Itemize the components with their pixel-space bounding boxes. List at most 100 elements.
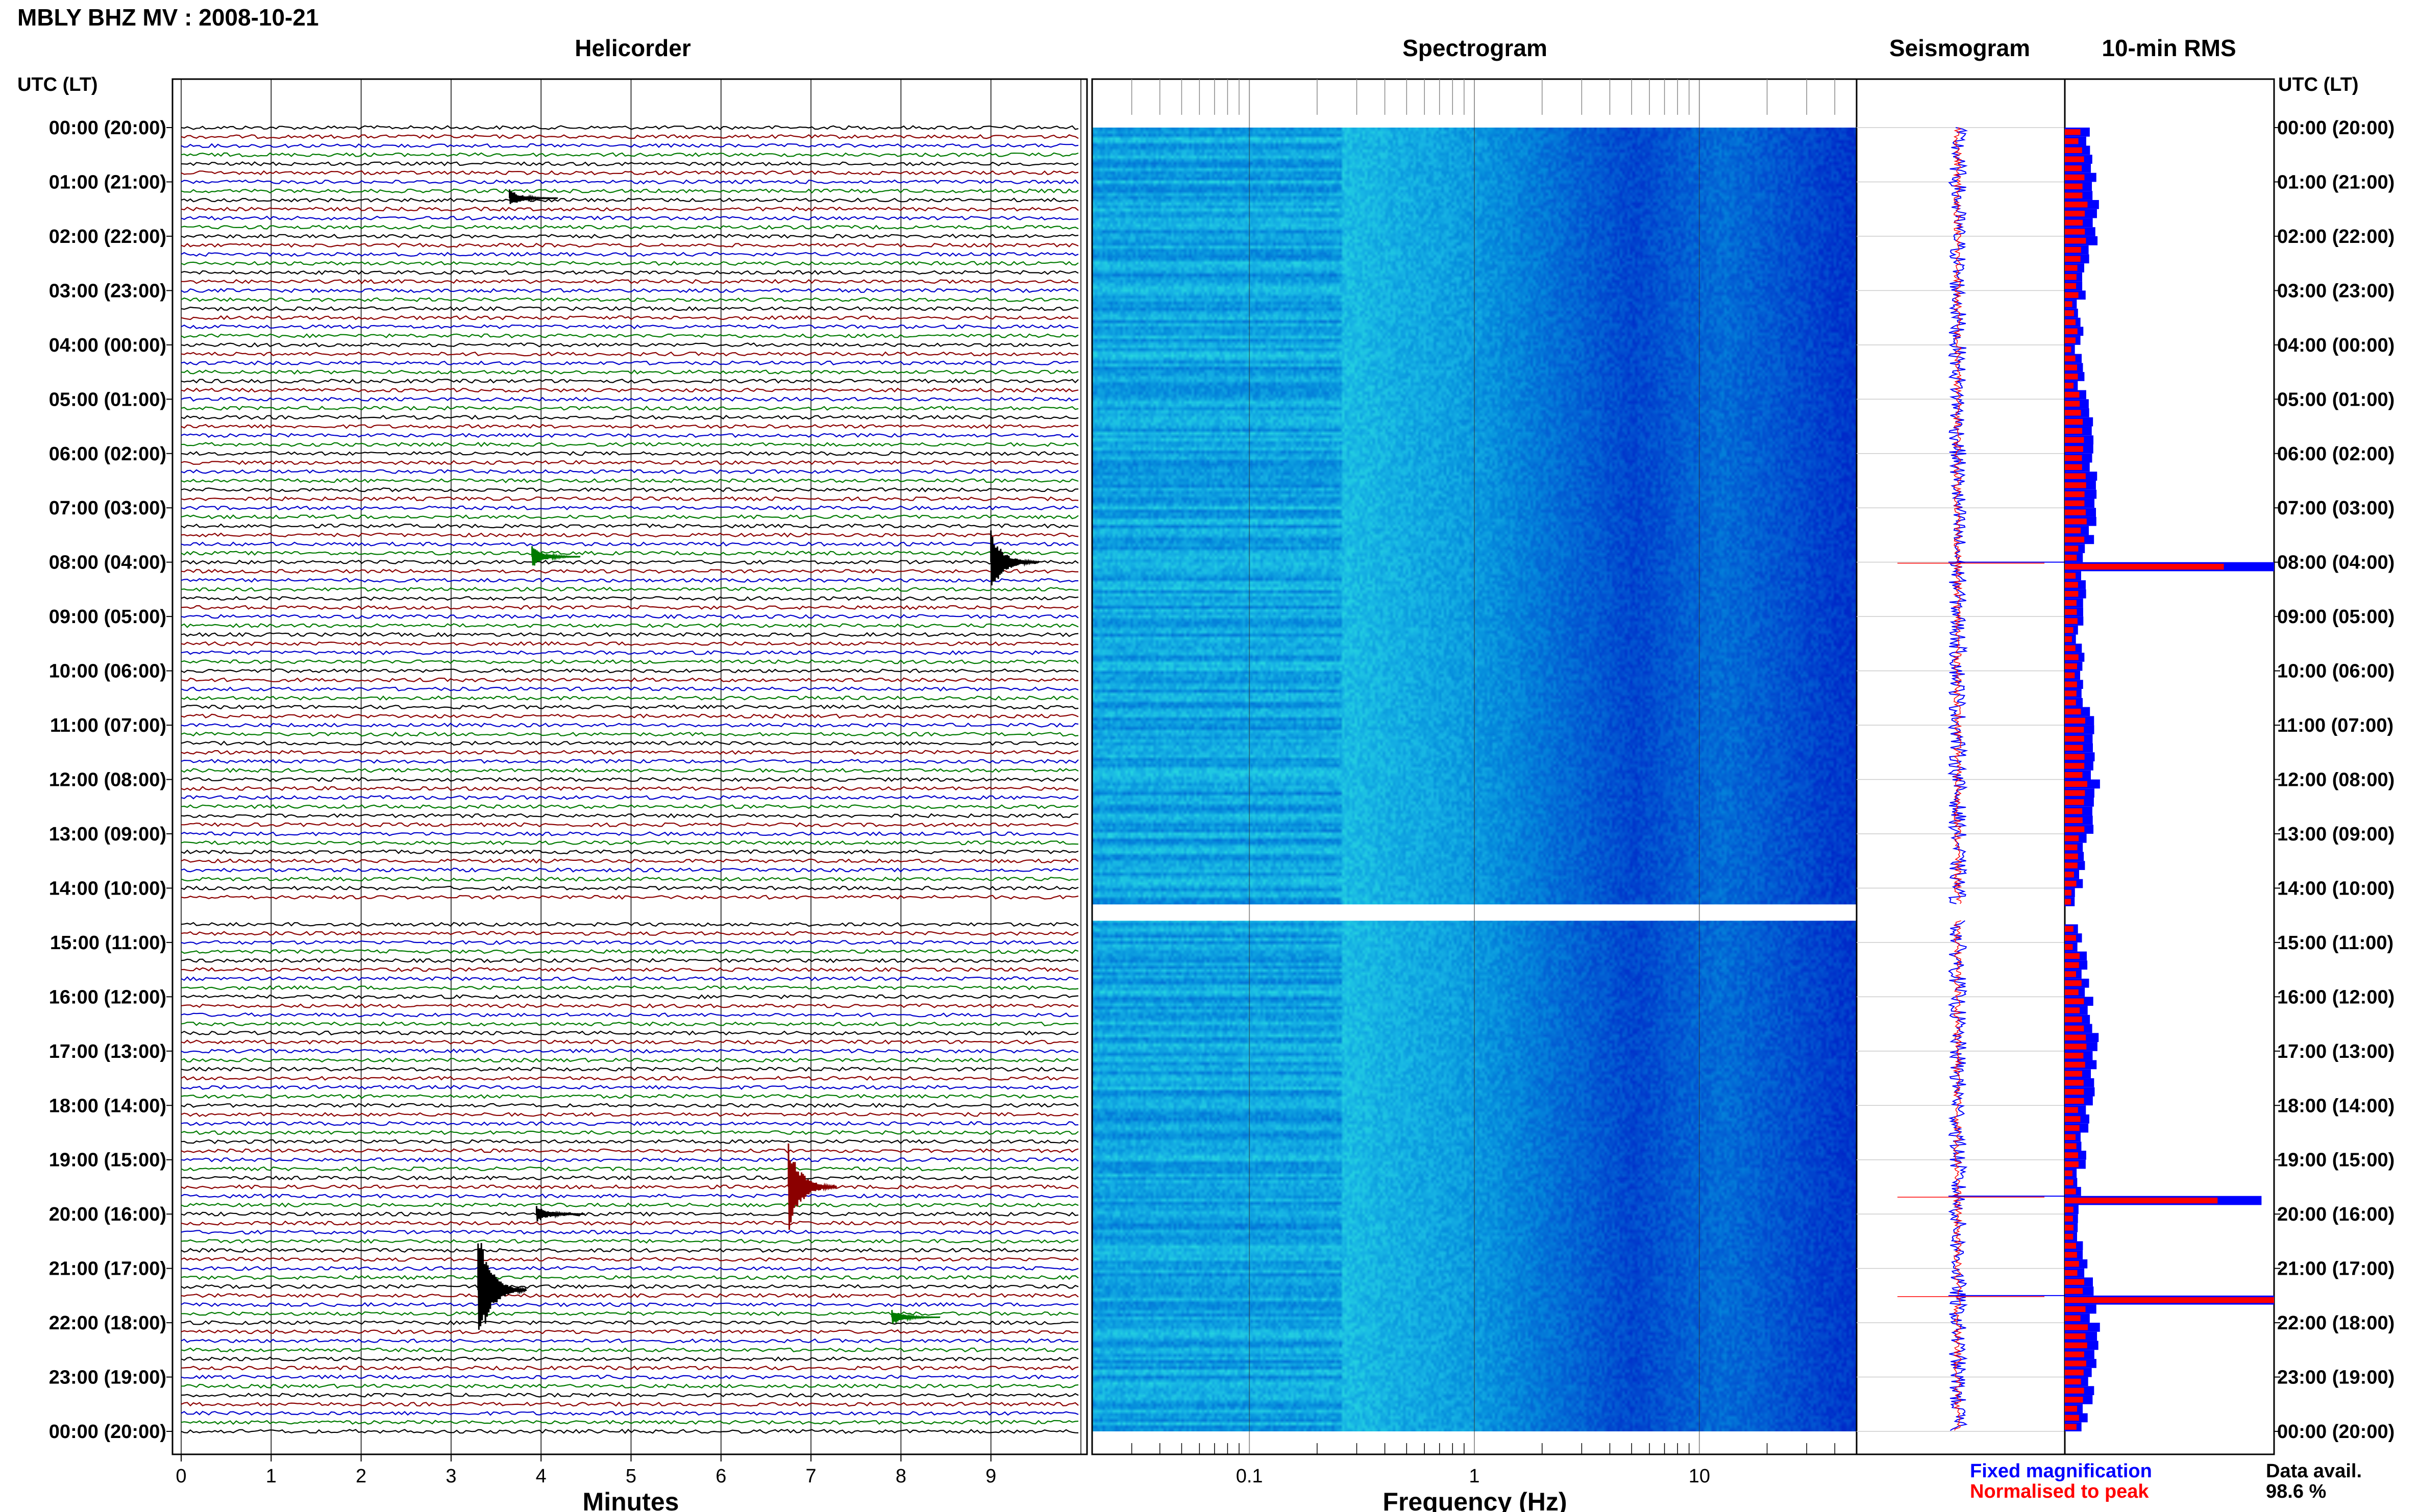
rms-bar-normalised [2065, 1288, 2083, 1294]
rms-bar-normalised [2065, 1342, 2087, 1349]
helicorder-trace [181, 1393, 1079, 1398]
rms-bar-normalised [2065, 862, 2078, 869]
helicorder-trace [181, 1048, 1079, 1054]
helicorder-trace [181, 895, 1079, 900]
helicorder-trace [181, 568, 1078, 574]
rms-bar-normalised [2065, 1397, 2083, 1403]
rms-bar-normalised [2065, 690, 2077, 697]
rms-bar-normalised [2065, 509, 2086, 515]
hour-label-left: 00:00 (20:00) [49, 1421, 166, 1443]
hour-label-right: 23:00 (19:00) [2277, 1367, 2395, 1389]
rms-bar-normalised [2065, 482, 2086, 488]
hour-label-right: 02:00 (22:00) [2277, 226, 2395, 247]
rms-bar-normalised [2065, 1324, 2088, 1330]
helicorder-trace [181, 414, 1079, 420]
helicorder-trace [181, 523, 1079, 529]
rms-bar-normalised [2065, 391, 2080, 398]
hour-label-left: 12:00 (08:00) [49, 770, 166, 791]
hour-label-right: 01:00 (21:00) [2277, 171, 2395, 193]
helicorder-trace [181, 1211, 1079, 1217]
helicorder-trace [181, 1157, 1079, 1162]
legend-fixed-magnification: Fixed magnification [1970, 1460, 2152, 1482]
rms-bar-normalised [2065, 1387, 2084, 1394]
helicorder-trace [181, 188, 1079, 194]
rms-bar-normalised [2065, 1071, 2082, 1077]
helicorder-trace [181, 559, 1079, 565]
helicorder-trace [181, 1039, 1079, 1045]
helicorder-trace [181, 197, 1079, 203]
rms-bar-normalised [2065, 536, 2085, 542]
rms-bar-normalised [2065, 618, 2078, 624]
rms-bar-normalised [2065, 328, 2078, 334]
helicorder-trace [181, 406, 1079, 411]
rms-panel [2064, 78, 2275, 1455]
rms-bar-normalised [2065, 138, 2079, 144]
hour-label-right: 06:00 (02:00) [2277, 443, 2395, 465]
hour-label-right: 08:00 (04:00) [2277, 552, 2395, 574]
helicorder-trace [181, 1084, 1079, 1090]
rms-bar-normalised [2065, 1261, 2079, 1267]
rms-bar-normalised [2065, 374, 2078, 380]
rms-bar-normalised [2065, 672, 2075, 679]
helicorder-trace [181, 813, 1079, 819]
rms-bar-normalised [2065, 1143, 2077, 1149]
helicorder-trace [181, 677, 1079, 683]
helicorder-trace [181, 441, 1079, 448]
rms-bar-normalised [2065, 555, 2077, 561]
hour-label-right: 20:00 (16:00) [2277, 1204, 2395, 1225]
helicorder-trace [181, 931, 1079, 936]
helicorder-trace [181, 1094, 1079, 1099]
hour-label-right: 00:00 (20:00) [2277, 1421, 2395, 1443]
helicorder-trace [181, 596, 1079, 601]
rms-bar-normalised [2065, 1170, 2072, 1177]
rms-bar-normalised [2065, 1044, 2087, 1050]
helicorder-trace [181, 1067, 1079, 1072]
rms-bar-normalised [2065, 717, 2085, 724]
helicorder-trace [181, 1248, 1079, 1253]
seismogram-trace-fixed [1947, 127, 1968, 904]
rms-bar-normalised [2065, 292, 2079, 298]
helicorder-trace [181, 1320, 1079, 1325]
spectrogram-title: Spectrogram [1402, 35, 1547, 61]
rms-bar-normalised [2065, 274, 2077, 280]
rms-bar-normalised [2065, 926, 2074, 932]
helicorder-trace [181, 940, 1079, 945]
rms-bar-normalised [2065, 1206, 2074, 1212]
hour-label-right: 13:00 (09:00) [2277, 824, 2395, 845]
rms-bar-normalised [2065, 591, 2079, 597]
hour-label-left: 06:00 (02:00) [49, 443, 166, 465]
helicorder-trace [181, 306, 1079, 311]
helicorder-trace [181, 1338, 1079, 1344]
rms-bar-normalised [2065, 202, 2088, 208]
helicorder-trace [181, 1202, 1079, 1208]
rms-bar-normalised [2065, 654, 2079, 660]
helicorder-trace [181, 1021, 1079, 1027]
helicorder-trace [181, 1112, 1079, 1117]
helicorder-trace [181, 1193, 1079, 1199]
hour-label-left: 08:00 (04:00) [49, 552, 166, 574]
rms-bar-normalised [2065, 971, 2076, 977]
rms-bar-normalised [2065, 935, 2076, 941]
rms-bar-normalised [2065, 319, 2076, 326]
helicorder-x-tick: 5 [626, 1466, 636, 1487]
rms-bar-normalised [2065, 491, 2085, 498]
helicorder-trace [181, 496, 1079, 502]
rms-bar-normalised [2065, 708, 2081, 715]
rms-bar-normalised [2065, 1052, 2084, 1059]
helicorder-trace [181, 804, 1079, 809]
rms-bar-normalised [2065, 147, 2082, 154]
hour-label-right: 09:00 (05:00) [2277, 606, 2395, 628]
helicorder-trace [181, 242, 1079, 248]
rms-bar-normalised [2065, 210, 2085, 217]
rms-bar-normalised [2065, 573, 2076, 579]
hour-label-left: 00:00 (20:00) [49, 117, 166, 139]
helicorder-trace [181, 161, 1079, 167]
helicorder-trace [181, 976, 1079, 981]
rms-bar-normalised [2065, 663, 2077, 670]
helicorder-trace [181, 550, 1079, 556]
helicorder-x-tick: 9 [985, 1466, 996, 1487]
hour-label-left: 18:00 (14:00) [49, 1095, 166, 1117]
hour-label-right: 16:00 (12:00) [2277, 986, 2395, 1008]
hour-label-right: 14:00 (10:00) [2277, 878, 2395, 899]
